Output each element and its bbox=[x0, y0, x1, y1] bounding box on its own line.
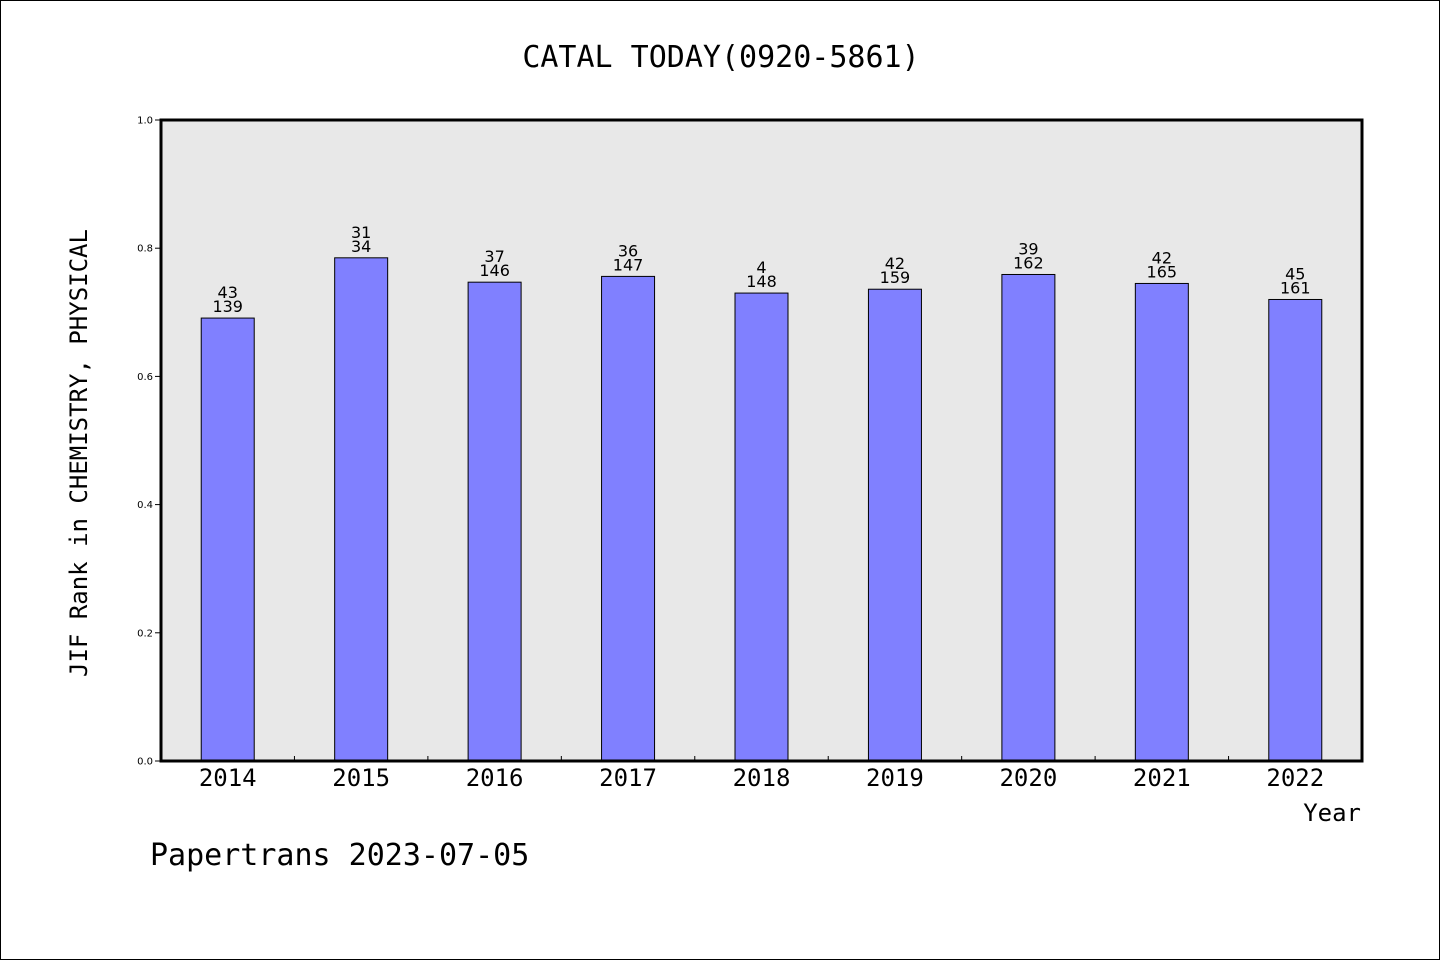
x-tick-label: 2019 bbox=[866, 764, 924, 792]
bar-rank-label: 43 bbox=[218, 283, 238, 302]
axis-ticks: 0.0 0.2 0.4 0.6 0.8 1.0 2014 2015 2016 2017 2018 20… bbox=[137, 116, 1324, 793]
bar-rank-label: 39 bbox=[1018, 239, 1038, 258]
footer-source-date: Papertrans 2023-07-05 bbox=[150, 838, 529, 873]
y-tick-label: 0.2 bbox=[137, 628, 153, 639]
y-tick-label: 1.0 bbox=[137, 116, 153, 127]
bar-total-label: 148 bbox=[746, 272, 777, 291]
bar bbox=[467, 281, 522, 762]
x-tick-label: 2016 bbox=[466, 764, 524, 792]
y-tick-label: 0.0 bbox=[137, 757, 153, 768]
bar-rank-label: 42 bbox=[885, 254, 905, 273]
bar bbox=[1001, 273, 1056, 762]
plot-border bbox=[159, 118, 1364, 763]
x-tick-label: 2022 bbox=[1266, 764, 1324, 792]
y-tick-label: 0.8 bbox=[137, 244, 153, 255]
x-tick-label: 2020 bbox=[999, 764, 1057, 792]
bar-rank-label: 45 bbox=[1285, 264, 1305, 283]
bar-rank-label: 36 bbox=[618, 241, 638, 260]
bar-rank-label: 4 bbox=[756, 258, 766, 277]
y-axis-label: JIF Rank in CHEMISTRY, PHYSICAL bbox=[65, 229, 93, 677]
bar-total-label: 162 bbox=[1013, 253, 1044, 272]
x-axis-label: Year bbox=[1303, 799, 1361, 827]
bar-rank-label: 42 bbox=[1152, 248, 1172, 267]
bar-total-label: 159 bbox=[880, 268, 911, 287]
y-tick-label: 0.4 bbox=[137, 500, 153, 511]
x-tick-label: 2021 bbox=[1133, 764, 1191, 792]
x-tick-label: 2017 bbox=[599, 764, 657, 792]
bar-total-label: 165 bbox=[1147, 262, 1178, 281]
x-tick-label: 2014 bbox=[199, 764, 257, 792]
bar bbox=[601, 275, 656, 762]
bar-rank-label: 31 bbox=[351, 223, 371, 242]
bar-total-label: 34 bbox=[351, 237, 371, 256]
bar bbox=[1268, 298, 1323, 762]
bar-total-label: 139 bbox=[212, 297, 243, 316]
bar-total-label: 147 bbox=[613, 255, 644, 274]
x-tick-label: 2015 bbox=[332, 764, 390, 792]
bar-total-label: 161 bbox=[1280, 278, 1311, 297]
bar bbox=[200, 317, 255, 762]
bar-total-label: 146 bbox=[479, 261, 510, 280]
x-tick-label: 2018 bbox=[733, 764, 791, 792]
bar bbox=[867, 288, 922, 762]
bar bbox=[1134, 282, 1189, 762]
y-tick-label: 0.6 bbox=[137, 372, 153, 383]
bar bbox=[734, 292, 789, 762]
chart-title: CATAL TODAY(0920-5861) bbox=[522, 40, 919, 75]
bar bbox=[334, 257, 389, 762]
bar-rank-label: 37 bbox=[484, 247, 504, 266]
